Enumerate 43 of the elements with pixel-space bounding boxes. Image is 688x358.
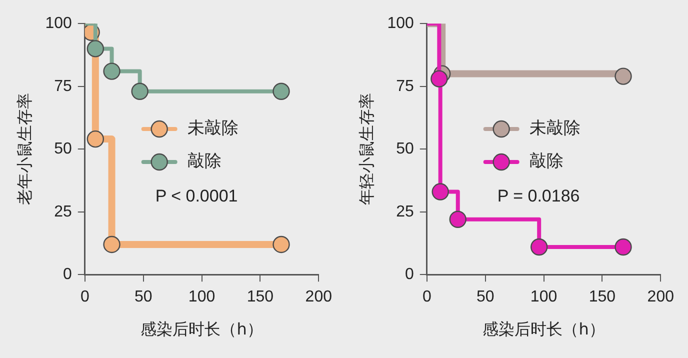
x-axis-title: 感染后时长（h） (482, 320, 605, 339)
y-tick-label: 0 (62, 266, 72, 284)
x-tick-label: 100 (188, 288, 216, 306)
legend-label: 敲除 (529, 151, 564, 172)
y-tick-label: 75 (54, 78, 72, 95)
point (131, 82, 148, 100)
point (614, 68, 632, 85)
point (430, 70, 448, 88)
y-tick-label: 25 (54, 203, 72, 220)
y-axis-title: 老年小鼠生存率 (14, 93, 34, 206)
legend-label: 未敲除 (187, 118, 238, 138)
y-tick-label: 0 (404, 266, 414, 284)
point (103, 62, 120, 80)
x-tick-label: 0 (80, 288, 90, 306)
x-tick-label: 150 (246, 288, 274, 306)
point (86, 40, 104, 58)
annotation: P < 0.0001 (155, 186, 238, 206)
x-axis-title: 感染后时长（h） (140, 320, 263, 339)
x-tick-label: 0 (422, 288, 432, 306)
x-tick-label: 100 (530, 288, 558, 306)
y-axis-title: 年轻小鼠生存率 (356, 93, 376, 206)
y-tick-label: 100 (45, 15, 72, 32)
x-tick-label: 200 (305, 288, 332, 306)
point (432, 183, 449, 200)
y-tick-label: 25 (396, 203, 414, 220)
y-tick-label: 50 (396, 140, 414, 158)
y-tick-label: 100 (387, 15, 414, 32)
legend-label: 未敲除 (529, 118, 580, 138)
y-tick-label: 50 (54, 140, 72, 158)
point (449, 210, 466, 228)
x-tick-label: 50 (134, 288, 152, 306)
x-tick-label: 150 (588, 288, 616, 306)
annotation: P = 0.0186 (497, 186, 580, 206)
x-tick-label: 200 (647, 288, 674, 306)
point (103, 236, 120, 254)
y-tick-label: 75 (396, 78, 414, 95)
legend-label: 敲除 (187, 151, 222, 172)
x-tick-label: 50 (476, 288, 494, 306)
point (86, 130, 104, 148)
point (272, 236, 290, 254)
point (272, 82, 290, 100)
point (530, 238, 548, 256)
point (614, 238, 632, 256)
